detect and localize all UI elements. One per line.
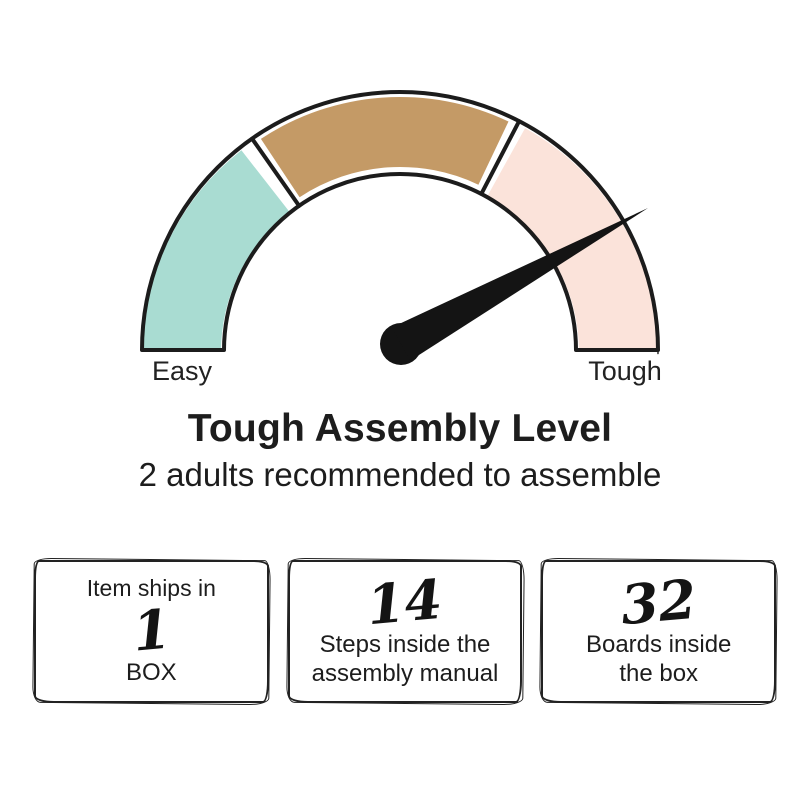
gauge-needle (380, 208, 648, 365)
ships-in-count: 1 (129, 596, 173, 664)
gauge-label-tough: Tough (588, 356, 662, 386)
ships-in-caption: BOX (125, 658, 177, 686)
gauge-boundary-medium-tough (479, 119, 522, 196)
info-box-row: Item ships in 1 BOX 14 Steps inside the … (34, 560, 777, 703)
ships-in-label: Item ships in (86, 575, 216, 602)
difficulty-gauge (140, 90, 660, 365)
gauge-outline-sketch (141, 91, 659, 355)
steps-caption: Steps inside the assembly manual (311, 631, 499, 688)
page-title: Tough Assembly Level (187, 407, 613, 450)
boards-count: 32 (618, 567, 699, 638)
boards-box: 32 Boards inside the box (541, 560, 777, 703)
page-subtitle: 2 adults recommended to assemble (138, 456, 662, 493)
gauge-segment-medium (260, 96, 509, 198)
gauge-segment-easy (143, 150, 290, 352)
gauge-boundary-easy-medium (250, 136, 302, 208)
gauge-segment-tough (487, 128, 657, 352)
boards-caption: Boards inside the box (585, 631, 732, 688)
needle-pointer (391, 208, 648, 361)
steps-box: 14 Steps inside the assembly manual (287, 560, 523, 703)
gauge-label-easy: Easy (151, 356, 213, 386)
ships-in-box: Item ships in 1 BOX (34, 560, 269, 703)
steps-count: 14 (364, 567, 446, 638)
